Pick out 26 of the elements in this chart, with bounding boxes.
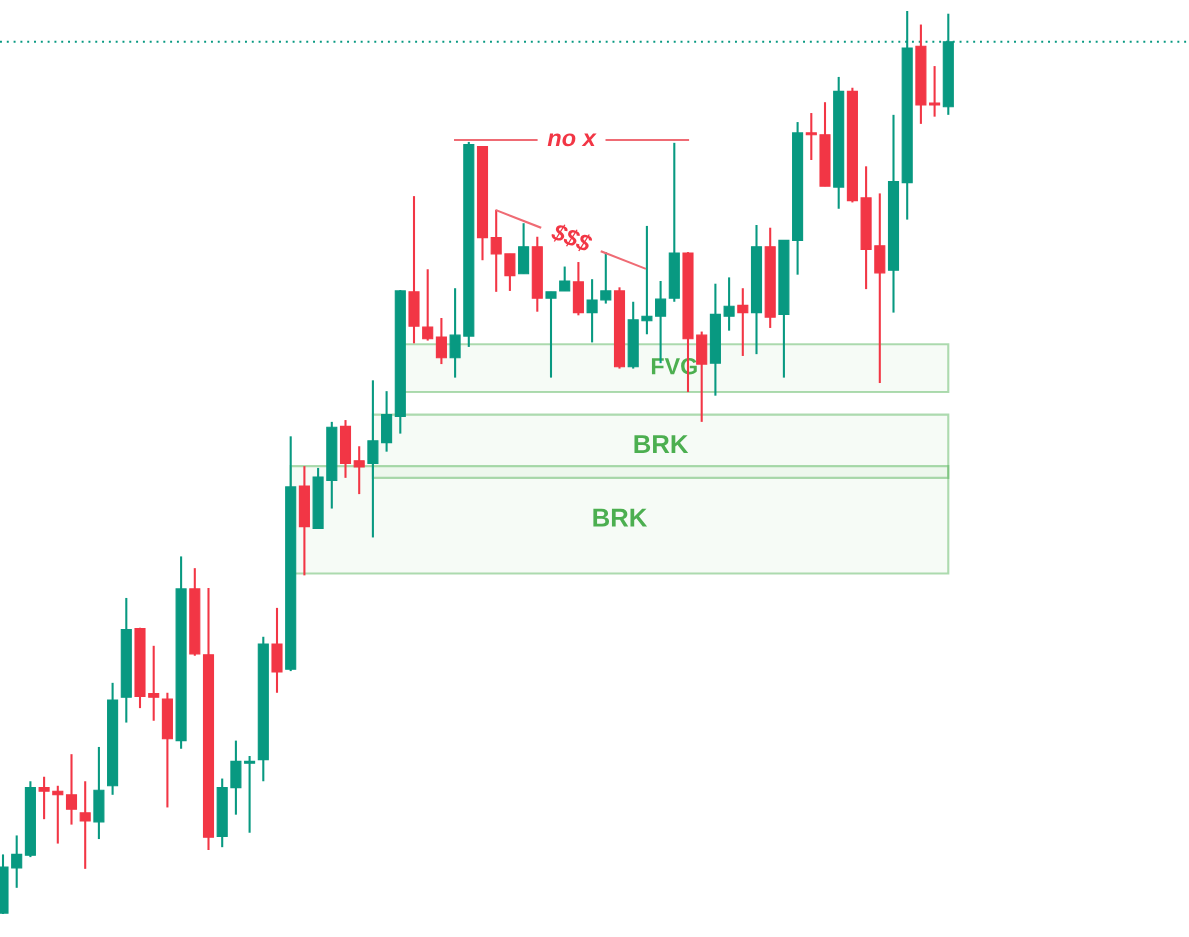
candlestick bbox=[79, 780, 91, 870]
candlestick bbox=[38, 775, 50, 821]
candlestick bbox=[600, 251, 612, 305]
candlestick bbox=[367, 379, 379, 539]
candlestick bbox=[641, 224, 653, 336]
candlestick bbox=[545, 290, 557, 379]
band-label: BRK bbox=[593, 508, 648, 527]
candlestick bbox=[244, 754, 256, 834]
candlestick bbox=[737, 287, 749, 357]
candlestick bbox=[435, 316, 447, 366]
annotation: $$$ bbox=[549, 221, 594, 255]
candlestick bbox=[723, 276, 735, 332]
candlestick bbox=[449, 287, 461, 379]
candlestick bbox=[11, 834, 23, 889]
band-label: BRK bbox=[634, 435, 689, 453]
candlestick bbox=[148, 644, 160, 722]
annotation: no x bbox=[547, 133, 597, 147]
candlestick bbox=[490, 208, 502, 293]
candlestick bbox=[559, 265, 571, 292]
candlestick bbox=[586, 278, 598, 344]
candlestick bbox=[65, 753, 78, 826]
candlestick bbox=[353, 445, 365, 496]
candlestick bbox=[422, 268, 434, 342]
candlestick bbox=[929, 65, 941, 118]
candlestick bbox=[504, 252, 516, 292]
candlestick bbox=[805, 112, 817, 162]
